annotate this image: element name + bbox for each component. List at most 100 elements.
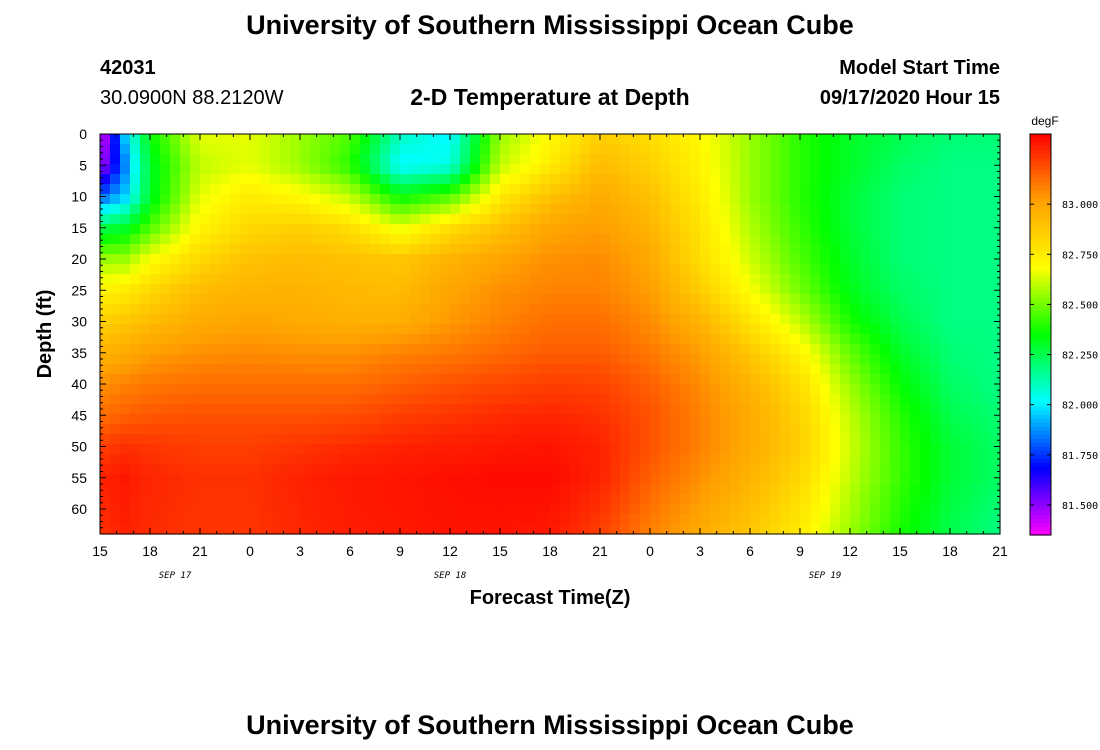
- heatmap-cell: [350, 344, 361, 355]
- heatmap-cell: [930, 194, 941, 205]
- heatmap-cell: [550, 324, 561, 335]
- heatmap-cell: [350, 364, 361, 375]
- heatmap-cell: [710, 164, 721, 175]
- heatmap-cell: [550, 414, 561, 425]
- colorbar-segment: [1030, 218, 1051, 223]
- heatmap-cell: [380, 144, 391, 155]
- heatmap-cell: [250, 234, 261, 245]
- heatmap-cell: [640, 324, 651, 335]
- heatmap-cell: [590, 474, 601, 485]
- heatmap-cell: [370, 524, 381, 535]
- heatmap-cell: [400, 364, 411, 375]
- heatmap-cell: [960, 344, 971, 355]
- heatmap-cell: [500, 294, 511, 305]
- heatmap-cell: [370, 324, 381, 335]
- heatmap-cell: [260, 314, 271, 325]
- heatmap-cell: [980, 234, 991, 245]
- heatmap-cell: [600, 514, 611, 525]
- heatmap-cell: [980, 524, 991, 535]
- heatmap-cell: [410, 164, 421, 175]
- heatmap-cell: [750, 234, 761, 245]
- heatmap-cell: [790, 404, 801, 415]
- heatmap-cell: [370, 294, 381, 305]
- heatmap-cell: [570, 204, 581, 215]
- heatmap-cell: [170, 394, 181, 405]
- heatmap-cell: [190, 414, 201, 425]
- heatmap-cell: [810, 174, 821, 185]
- heatmap-cell: [200, 474, 211, 485]
- heatmap-cell: [210, 474, 221, 485]
- heatmap-cell: [900, 344, 911, 355]
- heatmap-cell: [660, 424, 671, 435]
- heatmap-cell: [160, 384, 171, 395]
- heatmap-cell: [930, 234, 941, 245]
- heatmap-cell: [740, 524, 751, 535]
- heatmap-cell: [540, 154, 551, 165]
- heatmap-cell: [610, 474, 621, 485]
- y-axis-label: Depth (ft): [34, 290, 56, 379]
- heatmap-cell: [570, 334, 581, 345]
- heatmap-cell: [690, 374, 701, 385]
- heatmap-cell: [540, 244, 551, 255]
- heatmap-cell: [880, 324, 891, 335]
- heatmap-cell: [750, 474, 761, 485]
- heatmap-cell: [340, 274, 351, 285]
- heatmap-cell: [330, 174, 341, 185]
- heatmap-cell: [990, 314, 1001, 325]
- heatmap-cell: [770, 154, 781, 165]
- heatmap-cell: [750, 524, 761, 535]
- heatmap-cell: [580, 224, 591, 235]
- heatmap-cell: [830, 144, 841, 155]
- heatmap-cell: [440, 384, 451, 395]
- heatmap-cell: [860, 294, 871, 305]
- heatmap-cell: [130, 444, 141, 455]
- heatmap-cell: [600, 444, 611, 455]
- heatmap-cell: [830, 504, 841, 515]
- heatmap-cell: [410, 434, 421, 445]
- heatmap-cell: [470, 474, 481, 485]
- heatmap-cell: [600, 284, 611, 295]
- heatmap-cell: [540, 194, 551, 205]
- heatmap-cell: [800, 334, 811, 345]
- heatmap-cell: [550, 494, 561, 505]
- heatmap-cell: [210, 354, 221, 365]
- heatmap-cell: [880, 434, 891, 445]
- heatmap-cell: [970, 374, 981, 385]
- heatmap-cell: [600, 154, 611, 165]
- heatmap-cell: [870, 274, 881, 285]
- heatmap-cell: [350, 374, 361, 385]
- heatmap-cell: [550, 424, 561, 435]
- heatmap-cell: [150, 194, 161, 205]
- heatmap-cell: [750, 334, 761, 345]
- heatmap-cell: [510, 454, 521, 465]
- heatmap-cell: [200, 314, 211, 325]
- heatmap-cell: [700, 154, 711, 165]
- heatmap-cell: [810, 434, 821, 445]
- colorbar-segment: [1030, 350, 1051, 356]
- colorbar-segment: [1030, 402, 1051, 408]
- heatmap-cell: [980, 364, 991, 375]
- colorbar-segment: [1030, 358, 1051, 364]
- heatmap-cell: [770, 184, 781, 195]
- heatmap-cell: [670, 174, 681, 185]
- heatmap-cell: [690, 284, 701, 295]
- heatmap-cell: [850, 494, 861, 505]
- heatmap-cell: [930, 264, 941, 275]
- heatmap-cell: [420, 324, 431, 335]
- heatmap-cell: [590, 154, 601, 165]
- y-tick-label: 15: [71, 220, 87, 236]
- heatmap-cell: [510, 524, 521, 535]
- heatmap-cell: [120, 184, 131, 195]
- heatmap-cell: [840, 424, 851, 435]
- heatmap-cell: [780, 334, 791, 345]
- colorbar-segment: [1030, 206, 1051, 211]
- colorbar-segment: [1030, 370, 1051, 376]
- heatmap-cell: [820, 364, 831, 375]
- heatmap-cell: [740, 324, 751, 335]
- heatmap-cell: [560, 304, 571, 315]
- heatmap-cell: [460, 334, 471, 345]
- heatmap-cell: [830, 194, 841, 205]
- heatmap-cell: [210, 134, 221, 145]
- heatmap-cell: [840, 304, 851, 315]
- heatmap-cell: [510, 394, 521, 405]
